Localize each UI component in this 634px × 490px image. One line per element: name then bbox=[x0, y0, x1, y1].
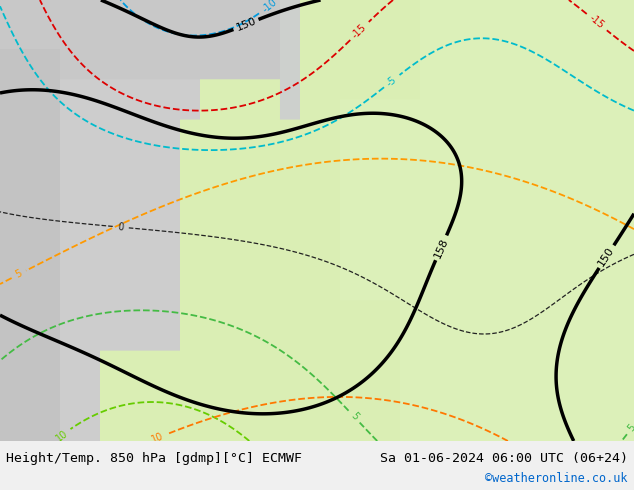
Text: 150: 150 bbox=[235, 16, 257, 33]
Text: 158: 158 bbox=[432, 236, 450, 260]
Text: Sa 01-06-2024 06:00 UTC (06+24): Sa 01-06-2024 06:00 UTC (06+24) bbox=[380, 452, 628, 465]
Text: -10: -10 bbox=[260, 0, 278, 14]
Text: ©weatheronline.co.uk: ©weatheronline.co.uk bbox=[485, 472, 628, 485]
Text: 0: 0 bbox=[117, 222, 124, 232]
Text: 5: 5 bbox=[14, 269, 24, 280]
Text: 10: 10 bbox=[54, 428, 69, 443]
Text: -15: -15 bbox=[351, 22, 369, 40]
Text: 10: 10 bbox=[150, 431, 165, 445]
Text: 5: 5 bbox=[626, 422, 634, 433]
Text: 150: 150 bbox=[597, 245, 616, 268]
Text: -5: -5 bbox=[385, 74, 399, 88]
Text: -15: -15 bbox=[588, 13, 606, 31]
Text: 5: 5 bbox=[348, 411, 360, 422]
Text: Height/Temp. 850 hPa [gdmp][°C] ECMWF: Height/Temp. 850 hPa [gdmp][°C] ECMWF bbox=[6, 452, 302, 465]
